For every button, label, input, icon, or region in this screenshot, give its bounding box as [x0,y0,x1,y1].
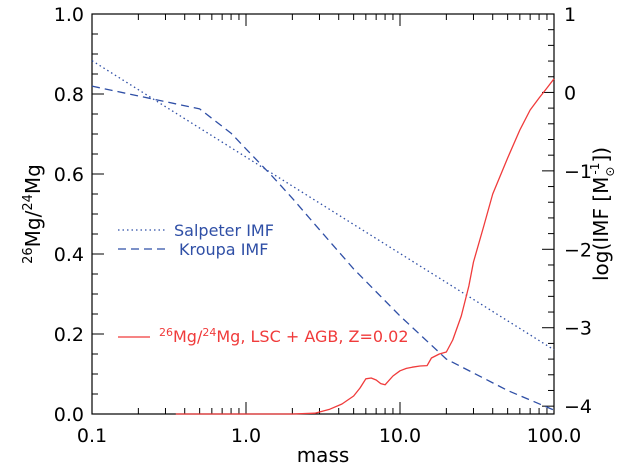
x-tick-label: 100.0 [527,425,581,447]
y-right-tick-label: −1 [564,161,592,183]
y-left-tick-label: 0.8 [54,84,84,106]
x-tick-label: 1.0 [231,425,261,447]
y-right-tick-label: −2 [564,239,592,261]
x-tick-label: 10.0 [379,425,421,447]
series-layer [91,60,555,415]
x-axis-title: mass [297,443,350,466]
y-axis-right: 1 0 −1 −2 −3 −4 [542,4,592,418]
salpeter-imf-line [91,60,555,351]
y-left-axis-title: 26Mg/24Mg [21,164,45,264]
y-right-tick-label: −4 [564,396,592,418]
y-right-tick-label: 0 [564,82,576,104]
y-left-tick-label: 0.6 [54,164,84,186]
plot-frame [91,13,555,415]
y-axis-left: 0.0 0.2 0.4 0.6 0.8 1.0 [54,4,104,426]
x-axis: 0.1 1.0 10.0 100.0 [77,14,581,447]
y-left-tick-label: 0.2 [54,324,84,346]
kroupa-imf-line [91,85,555,411]
y-left-tick-label: 1.0 [54,4,84,26]
y-left-tick-label: 0.0 [54,404,84,426]
y-right-tick-label: −3 [564,318,592,340]
y-right-axis-title: log(IMF [M⊙-1]) [588,147,617,281]
legend-label-mg-ratio: 26Mg/24Mg, LSC + AGB, Z=0.02 [159,326,409,346]
legend-label-salpeter: Salpeter IMF [174,221,274,240]
y-right-tick-label: 1 [564,4,576,26]
legend-label-kroupa: Kroupa IMF [179,240,268,259]
mg-ratio-line [175,78,555,415]
y-left-tick-label: 0.4 [54,244,84,266]
x-tick-label: 0.1 [77,425,107,447]
legend: Salpeter IMF Kroupa IMF 26Mg/24Mg, LSC +… [118,221,409,346]
